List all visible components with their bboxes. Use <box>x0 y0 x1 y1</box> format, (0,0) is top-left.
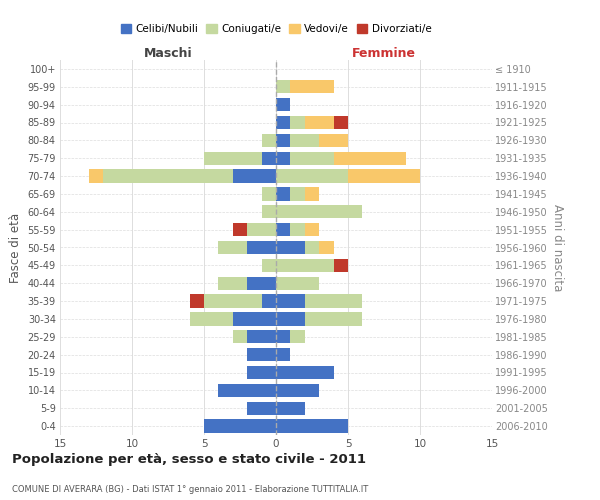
Bar <box>262 187 276 200</box>
Bar <box>89 170 103 183</box>
Bar <box>276 420 348 433</box>
Y-axis label: Fasce di età: Fasce di età <box>9 212 22 282</box>
Bar <box>276 384 319 397</box>
Bar <box>233 223 247 236</box>
Text: Maschi: Maschi <box>143 47 193 60</box>
Bar <box>233 330 247 344</box>
Bar <box>247 276 276 290</box>
Legend: Celibi/Nubili, Coniugati/e, Vedovi/e, Divorziati/e: Celibi/Nubili, Coniugati/e, Vedovi/e, Di… <box>116 20 436 38</box>
Bar <box>276 276 319 290</box>
Bar <box>276 366 334 379</box>
Bar <box>218 241 247 254</box>
Bar <box>276 152 290 165</box>
Bar <box>204 420 276 433</box>
Bar <box>276 98 290 112</box>
Bar <box>305 294 362 308</box>
Bar <box>276 258 334 272</box>
Bar <box>290 223 305 236</box>
Bar <box>319 241 334 254</box>
Text: Femmine: Femmine <box>352 47 416 60</box>
Bar <box>276 187 290 200</box>
Bar <box>276 312 305 326</box>
Bar <box>305 241 319 254</box>
Bar <box>276 223 290 236</box>
Bar <box>103 170 233 183</box>
Text: COMUNE DI AVERARA (BG) - Dati ISTAT 1° gennaio 2011 - Elaborazione TUTTITALIA.IT: COMUNE DI AVERARA (BG) - Dati ISTAT 1° g… <box>12 486 368 494</box>
Bar <box>262 134 276 147</box>
Bar <box>290 187 305 200</box>
Bar <box>276 80 290 94</box>
Bar <box>233 170 276 183</box>
Bar <box>290 330 305 344</box>
Bar <box>334 258 348 272</box>
Bar <box>276 170 348 183</box>
Bar <box>319 134 348 147</box>
Bar <box>276 241 305 254</box>
Bar <box>276 348 290 362</box>
Bar <box>276 205 362 218</box>
Bar <box>276 116 290 129</box>
Bar <box>276 402 305 415</box>
Bar <box>276 294 305 308</box>
Bar <box>247 402 276 415</box>
Bar <box>290 116 305 129</box>
Bar <box>204 152 262 165</box>
Bar <box>305 223 319 236</box>
Bar <box>190 294 204 308</box>
Bar <box>247 223 276 236</box>
Bar <box>290 80 334 94</box>
Bar <box>247 366 276 379</box>
Bar <box>276 330 290 344</box>
Bar <box>204 294 262 308</box>
Bar <box>262 294 276 308</box>
Bar <box>247 330 276 344</box>
Bar <box>305 312 362 326</box>
Bar <box>290 134 319 147</box>
Bar <box>218 384 276 397</box>
Bar <box>247 241 276 254</box>
Text: Popolazione per età, sesso e stato civile - 2011: Popolazione per età, sesso e stato civil… <box>12 452 366 466</box>
Bar <box>290 152 334 165</box>
Bar <box>305 187 319 200</box>
Bar <box>348 170 420 183</box>
Bar <box>334 152 406 165</box>
Bar <box>218 276 247 290</box>
Bar <box>247 348 276 362</box>
Bar <box>262 258 276 272</box>
Bar <box>190 312 233 326</box>
Bar <box>305 116 334 129</box>
Y-axis label: Anni di nascita: Anni di nascita <box>551 204 565 291</box>
Bar <box>233 312 276 326</box>
Bar <box>276 134 290 147</box>
Bar <box>262 205 276 218</box>
Bar <box>334 116 348 129</box>
Bar <box>262 152 276 165</box>
